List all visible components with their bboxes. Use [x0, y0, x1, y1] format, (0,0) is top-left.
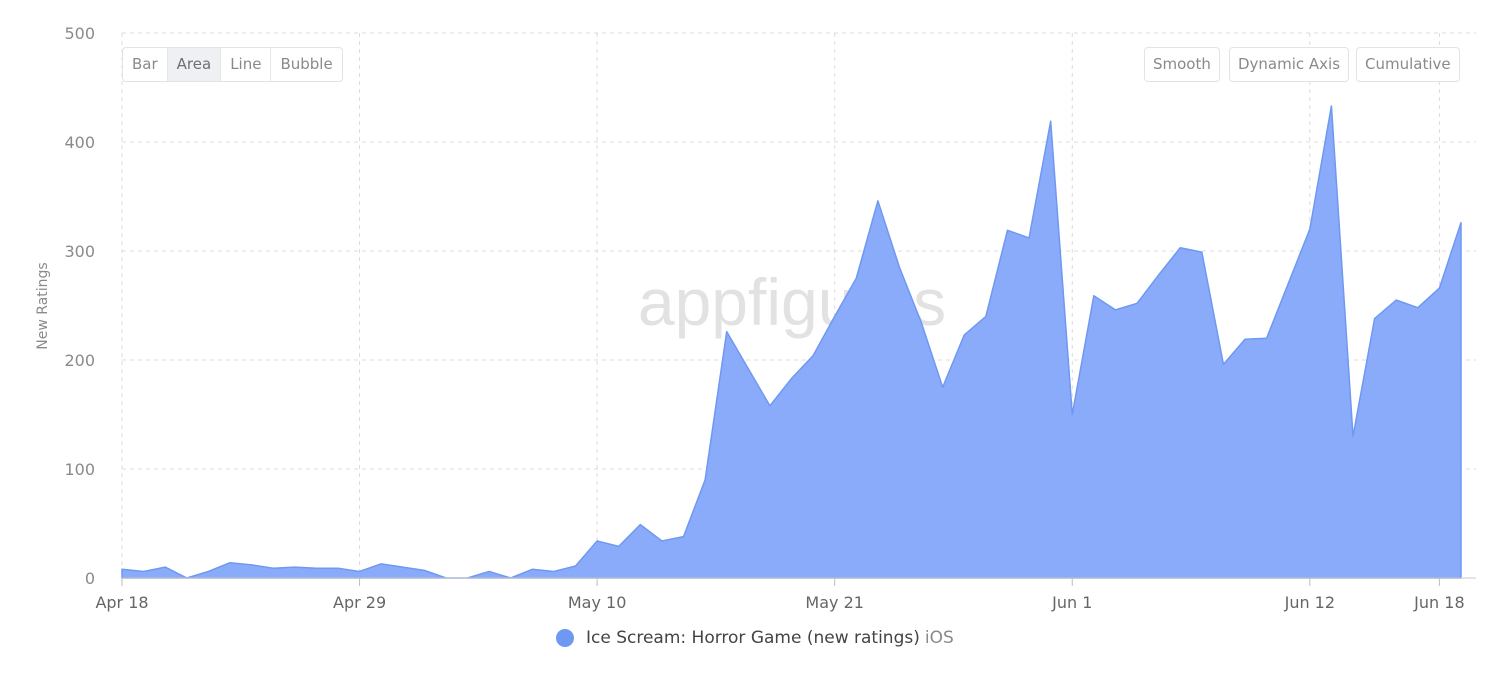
data-point: [1092, 294, 1096, 298]
data-point: [401, 565, 405, 569]
legend-platform: iOS: [924, 628, 954, 648]
data-point: [811, 354, 815, 358]
legend-dot-icon: [556, 629, 574, 647]
y-tick-label: 200: [64, 351, 95, 370]
y-axis-ticks: 0 100 200 300 400 500: [64, 24, 95, 588]
dynamic-axis-button[interactable]: Dynamic Axis: [1229, 47, 1350, 82]
data-point: [1113, 308, 1117, 312]
data-point: [120, 567, 124, 571]
data-point: [1049, 119, 1053, 123]
y-tick-label: 300: [64, 242, 95, 261]
data-point: [897, 265, 901, 269]
data-point: [1394, 298, 1398, 302]
data-point: [1437, 286, 1441, 290]
data-point: [768, 404, 772, 408]
data-point: [379, 562, 383, 566]
data-point: [1286, 282, 1290, 286]
data-point: [833, 314, 837, 318]
data-point: [703, 478, 707, 482]
data-point: [1329, 104, 1333, 108]
data-point: [876, 199, 880, 203]
chart-type-toggle: Bar Area Line Bubble: [122, 47, 343, 82]
series-area-path: [121, 105, 1462, 579]
data-point: [228, 561, 232, 565]
data-point: [1416, 306, 1420, 310]
data-point: [1200, 250, 1204, 254]
data-point: [1373, 317, 1377, 321]
data-point: [1178, 246, 1182, 250]
data-point: [919, 320, 923, 324]
data-point: [206, 569, 210, 573]
x-tick-label: Jun 1: [1051, 593, 1092, 612]
line-button[interactable]: Line: [221, 48, 272, 81]
data-point: [682, 535, 686, 539]
data-point: [314, 566, 318, 570]
data-point: [790, 377, 794, 381]
data-point: [746, 367, 750, 371]
legend-item[interactable]: Ice Scream: Horror Game (new ratings) iO…: [556, 628, 954, 648]
data-point: [1135, 301, 1139, 305]
data-point: [962, 333, 966, 337]
data-point: [530, 567, 534, 571]
y-tick-label: 100: [64, 460, 95, 479]
x-tick-label: Apr 18: [95, 593, 148, 612]
y-tick-label: 400: [64, 133, 95, 152]
data-point: [1221, 362, 1225, 366]
data-point: [984, 314, 988, 318]
data-point: [1308, 227, 1312, 231]
data-point: [1070, 413, 1074, 417]
smooth-button[interactable]: Smooth: [1144, 47, 1220, 82]
data-point: [358, 569, 362, 573]
data-point: [1027, 236, 1031, 240]
legend-label: Ice Scream: Horror Game (new ratings): [586, 628, 920, 648]
data-point: [422, 568, 426, 572]
x-tick-label: Apr 29: [333, 593, 386, 612]
x-tick-label: May 10: [568, 593, 627, 612]
y-tick-label: 500: [64, 24, 95, 43]
area-button[interactable]: Area: [167, 48, 222, 81]
data-point: [941, 385, 945, 389]
data-point: [638, 523, 642, 527]
x-tick-label: Jun 12: [1284, 593, 1335, 612]
data-point: [1265, 336, 1269, 340]
data-point: [271, 566, 275, 570]
data-point: [1243, 337, 1247, 341]
bubble-button[interactable]: Bubble: [280, 55, 333, 73]
data-point: [617, 544, 621, 548]
y-tick-label: 0: [85, 569, 95, 588]
data-point: [1005, 228, 1009, 232]
x-axis-ticks: Apr 18 Apr 29 May 10 May 21 Jun 1 Jun 12 Jun 1…: [95, 577, 1476, 612]
data-point: [1459, 221, 1463, 225]
data-point: [487, 569, 491, 573]
series-area: [120, 104, 1463, 579]
bar-button[interactable]: Bar: [123, 48, 168, 81]
data-point: [163, 565, 167, 569]
x-tick-label: May 21: [805, 593, 864, 612]
data-point: [595, 539, 599, 543]
data-point: [250, 563, 254, 567]
data-point: [336, 566, 340, 570]
data-point: [142, 569, 146, 573]
data-point: [854, 276, 858, 280]
data-point: [1351, 434, 1355, 438]
data-point: [660, 539, 664, 543]
cumulative-button[interactable]: Cumulative: [1356, 47, 1460, 82]
data-point: [725, 330, 729, 334]
data-point: [293, 565, 297, 569]
data-point: [552, 569, 556, 573]
data-point: [574, 564, 578, 568]
x-tick-label: Jun 18: [1413, 593, 1464, 612]
data-point: [1157, 273, 1161, 277]
y-axis-label: New Ratings: [35, 262, 51, 349]
